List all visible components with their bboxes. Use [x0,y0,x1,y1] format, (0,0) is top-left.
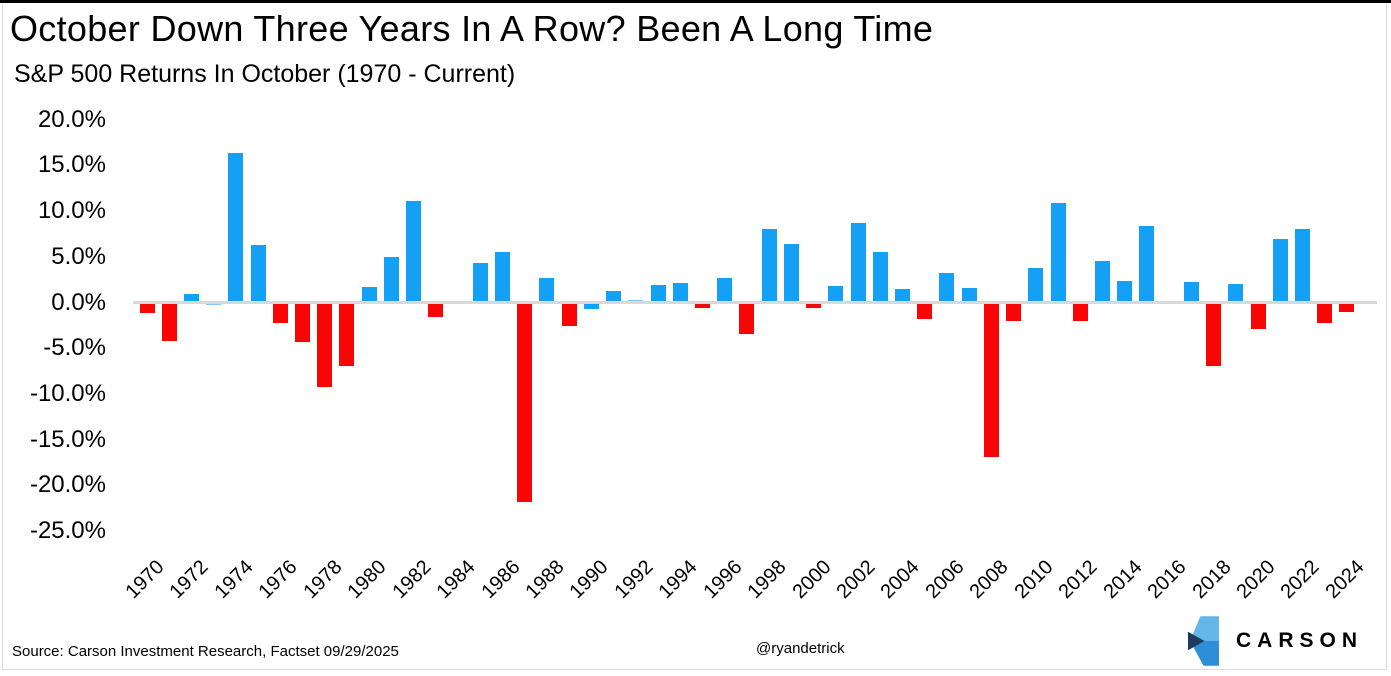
bar-1986 [495,251,511,302]
y-axis-label-5: 5.0% [51,242,106,270]
bar-1988 [539,278,555,302]
bar-2001 [828,285,844,302]
bar-1980 [361,287,377,302]
bar-2002 [850,223,866,302]
bar-1999 [783,244,799,302]
bar-2017 [1183,281,1199,302]
y-axis-label--15: -15.0% [29,425,106,453]
bar-1978 [317,303,333,388]
bar-2010 [1028,268,1044,302]
bar-2013 [1094,260,1110,302]
bar-1995 [695,303,710,308]
page-subtitle: S&P 500 Returns In October (1970 - Curre… [14,60,516,88]
bar-1994 [672,282,688,302]
zero-axis-line [133,301,1377,304]
bar-1990 [583,303,599,310]
y-axis-label-0: 0.0% [51,288,106,316]
y-axis-label--25: -25.0% [29,517,106,544]
y-axis-label--5: -5.0% [43,334,106,362]
bar-2015 [1139,226,1155,302]
bar-2004 [894,289,910,302]
y-axis-label-20: 20.0% [37,105,106,133]
bar-2024 [1339,303,1355,313]
page-title: October Down Three Years In A Row? Been … [10,8,934,49]
logo-bottom-shape [1190,641,1219,666]
bar-2009 [1006,303,1022,322]
bar-2021 [1272,238,1288,302]
bar-1979 [339,303,355,367]
y-axis-label--10: -10.0% [29,379,106,407]
y-axis-label-10: 10.0% [37,197,106,225]
bar-2007 [961,288,977,302]
bar-1977 [295,303,311,343]
bar-1975 [250,245,266,302]
bar-1996 [717,278,733,302]
bar-2023 [1317,303,1333,324]
top-border-line [0,0,1391,3]
bar-1973 [206,303,222,305]
bar-1991 [606,291,622,302]
bar-2018 [1206,303,1222,367]
bar-1972 [183,293,199,302]
bar-2006 [939,272,955,302]
bar-1983 [428,303,444,317]
bar-2022 [1294,228,1310,302]
carson-logo-text: CARSON [1236,629,1364,652]
bar-2003 [872,251,888,302]
bar-1970 [139,303,155,314]
bar-2011 [1050,203,1066,302]
bar-2008 [983,303,999,458]
bar-2014 [1117,280,1133,302]
bar-1997 [739,303,755,335]
bar-1982 [406,201,422,302]
bar-2019 [1228,283,1244,302]
logo-arrow-shape [1188,631,1205,651]
bar-1993 [650,284,666,302]
bar-1974 [228,153,244,302]
bar-2005 [917,303,933,320]
bar-2012 [1072,303,1088,322]
logo-top-shape [1190,616,1219,641]
carson-logo: CARSON [1188,614,1378,668]
bar-1998 [761,228,777,302]
bar-1981 [383,257,399,302]
bar-2020 [1250,303,1266,329]
bar-1987 [517,303,533,503]
bar-1971 [161,303,177,342]
twitter-handle: @ryandetrick [756,640,845,657]
bar-1989 [561,303,577,326]
bar-1985 [472,262,488,302]
y-axis-label--20: -20.0% [29,471,106,499]
source-text: Source: Carson Investment Research, Fact… [12,643,399,660]
y-axis-label-15: 15.0% [37,151,106,179]
bar-2000 [806,303,822,308]
bar-1976 [272,303,288,324]
carson-logo-mark-icon [1188,616,1219,666]
